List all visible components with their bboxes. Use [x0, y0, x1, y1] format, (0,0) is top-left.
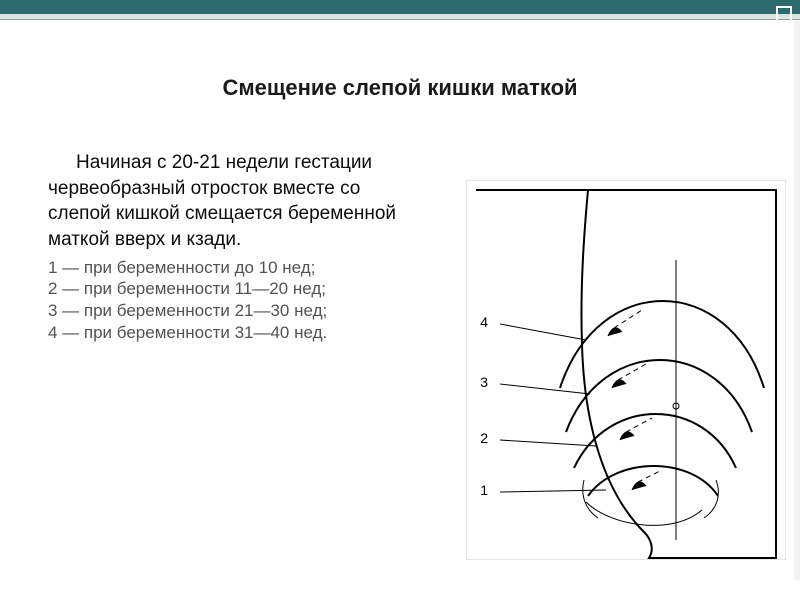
body-text: Начиная с 20-21 недели гестации червеобр… [48, 150, 418, 344]
lead-paragraph: Начиная с 20-21 недели гестации червеобр… [48, 150, 418, 253]
legend-item: 1 — при беременности до 10 нед; [48, 257, 418, 279]
legend-item: 2 — при беременности 11—20 нед; [48, 278, 418, 300]
svg-text:4: 4 [480, 314, 488, 330]
legend: 1 — при беременности до 10 нед; 2 — при … [48, 257, 418, 344]
slide-title: Смещение слепой кишки маткой [0, 75, 800, 101]
svg-text:2: 2 [480, 430, 488, 446]
header-band-accent [0, 14, 800, 20]
legend-item: 3 — при беременности 21—30 нед; [48, 300, 418, 322]
svg-text:3: 3 [480, 374, 488, 390]
slide: Смещение слепой кишки маткой Начиная с 2… [0, 0, 800, 600]
svg-text:1: 1 [480, 482, 488, 498]
legend-item: 4 — при беременности 31—40 нед. [48, 322, 418, 344]
figure-svg: 1 2 3 4 [466, 180, 786, 560]
header-band [0, 0, 800, 14]
page-right-edge [794, 20, 800, 580]
corner-ornament [776, 6, 792, 22]
anatomical-figure: 1 2 3 4 [466, 180, 786, 560]
